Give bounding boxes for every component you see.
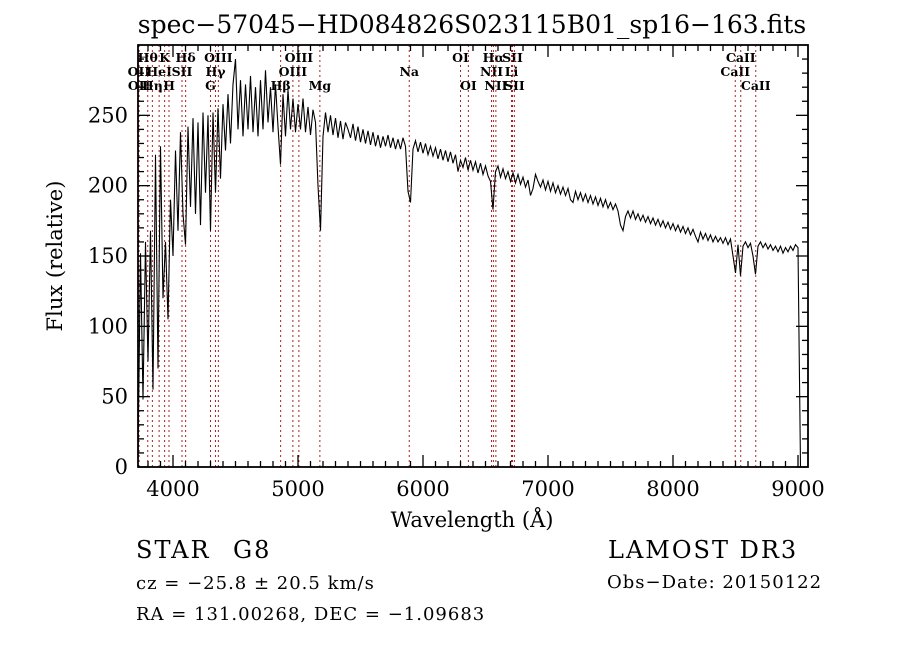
plot-frame: [137, 44, 809, 468]
x-tick-label: 5000: [271, 477, 324, 501]
spectral-line-label: NII: [484, 78, 507, 93]
x-axis-label: Wavelength (Å): [391, 507, 554, 532]
x-tick-label: 4000: [146, 477, 199, 501]
y-tick-label: 200: [88, 174, 128, 198]
spectral-line-label: Hδ: [176, 50, 196, 65]
spectral-line-label: Hθ: [138, 50, 158, 65]
spectral-line-label: CaII: [720, 64, 750, 79]
spectral-line-label: K: [159, 50, 171, 65]
spectrum-trace: [137, 59, 802, 468]
y-tick-label: 250: [88, 103, 128, 127]
y-tick-label: 150: [88, 244, 128, 268]
spectral-line-label: CaII: [726, 50, 756, 65]
spectral-line-label: OI: [452, 50, 469, 65]
spectral-line-label: Li: [505, 64, 519, 79]
object-subclass: G8: [233, 536, 271, 564]
spectrum-line: [137, 59, 802, 468]
spectral-line-label: Na: [399, 64, 419, 79]
axis-ticks: 4000 5000 6000 7000 8000 9000 0 50 100 150 200 250: [88, 45, 825, 501]
plot-border: [137, 44, 809, 468]
spectral-line-label: Mg: [309, 78, 332, 93]
spectral-line-label: OI: [460, 78, 477, 93]
spectral-line-label: HeI: [146, 64, 172, 79]
x-tick-label: 6000: [396, 477, 449, 501]
spectral-line-label: OIII: [285, 50, 314, 65]
spectral-line-label: OIII: [279, 64, 308, 79]
spectral-line-label: CaII: [741, 78, 771, 93]
x-tick-label: 7000: [521, 477, 574, 501]
y-tick-label: 0: [115, 455, 128, 479]
spectral-line-label: Hα: [483, 50, 505, 65]
y-tick-label: 100: [88, 314, 128, 338]
spectral-line-label: Hη: [142, 78, 163, 93]
x-tick-label: 8000: [646, 477, 699, 501]
ra-dec-value: RA = 131.00268, DEC = −1.09683: [136, 604, 485, 625]
survey-release: LAMOST DR3: [608, 536, 798, 564]
spectral-line-label: G: [205, 78, 216, 93]
spectral-line-label: H: [163, 78, 175, 93]
spectral-line-markers: OIIOIIHθHηHeIKHSIIHδGHγOIIIHβOIIIOIIIMgN…: [128, 45, 771, 467]
spectral-line-label: SII: [504, 78, 525, 93]
y-axis-label: Flux (relative): [43, 181, 67, 332]
spectral-line-label: SII: [172, 64, 193, 79]
x-tick-label: 9000: [771, 477, 824, 501]
spectral-line-label: SII: [502, 50, 523, 65]
spectral-line-label: Hγ: [205, 64, 226, 79]
spectral-line-label: OII: [128, 78, 151, 93]
spectral-line-label: OIII: [204, 50, 233, 65]
obs-date: Obs−Date: 20150122: [607, 572, 822, 593]
cz-value: cz = −25.8 ± 20.5 km/s: [136, 573, 375, 594]
y-tick-label: 50: [101, 385, 128, 409]
object-class: STAR: [136, 536, 211, 564]
spectral-line-label: NII: [480, 64, 503, 79]
plot-title: spec−57045−HD084826S023115B01_sp16−163.f…: [138, 10, 806, 39]
